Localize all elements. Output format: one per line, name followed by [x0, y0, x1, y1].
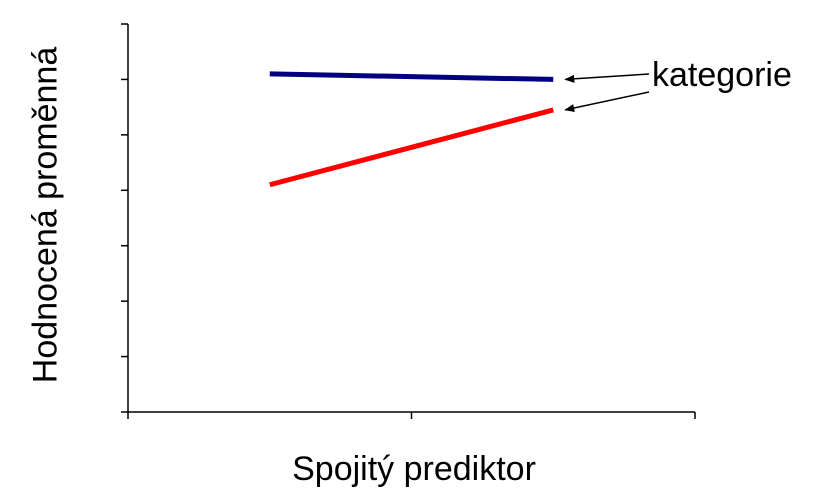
series-line-1: [269, 71, 554, 82]
annotation-arrow-1: [564, 73, 650, 83]
series-lines: [269, 71, 554, 188]
x-axis-label: Spojitý prediktor: [292, 450, 536, 488]
series-line-2: [269, 107, 554, 188]
axis-ticks: [121, 23, 696, 419]
axes: [127, 24, 695, 413]
y-axis-label: Hodnocená proměnná: [26, 46, 65, 384]
annotation-label: kategorie: [652, 56, 792, 94]
annotation-arrows: [564, 73, 650, 112]
annotation-arrow-2: [564, 91, 650, 112]
